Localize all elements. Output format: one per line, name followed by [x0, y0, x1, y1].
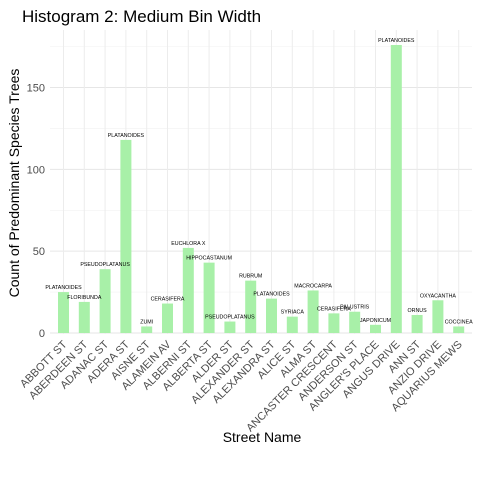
- y-tick-label: 100: [27, 164, 45, 176]
- y-tick-label: 0: [39, 328, 45, 340]
- bar-label: PALUSTRIS: [340, 305, 370, 311]
- bar-label: PLATANOIDES: [253, 292, 290, 298]
- bar-label: OXYACANTHA: [420, 293, 457, 299]
- bar: [287, 317, 298, 333]
- bar-label: SYRIACA: [281, 310, 305, 316]
- bar: [245, 281, 256, 333]
- bar: [412, 315, 423, 333]
- bar-label: PLATANOIDES: [108, 133, 145, 139]
- bar: [204, 263, 215, 333]
- bar: [370, 325, 381, 333]
- bar: [453, 326, 464, 333]
- bar-label: ORNUS: [408, 308, 428, 314]
- x-axis-title: Street Name: [223, 429, 302, 445]
- bar: [328, 313, 339, 333]
- chart-title: Histogram 2: Medium Bin Width: [22, 7, 261, 26]
- bar-label: MACROCARPA: [294, 283, 332, 289]
- bar: [100, 269, 111, 333]
- y-tick-label: 50: [33, 246, 45, 258]
- bar: [162, 304, 173, 333]
- bar: [141, 326, 152, 333]
- bar-label: HIPPOCASTANUM: [186, 256, 232, 262]
- bar-label: RUBRUM: [239, 274, 262, 280]
- bar: [349, 312, 360, 333]
- bar: [224, 322, 235, 333]
- bar-label: PLATANOIDES: [45, 285, 82, 291]
- bar-label: PLATANOIDES: [378, 38, 415, 44]
- bar: [79, 302, 90, 333]
- bar-label: JAPONICUM: [360, 318, 391, 324]
- bar: [120, 140, 131, 333]
- bar-label: ZUMI: [140, 319, 153, 325]
- y-tick-label: 150: [27, 83, 45, 95]
- bar-label: PSEUDOPLATANUS: [80, 262, 130, 268]
- bar: [391, 45, 402, 333]
- bar-label: COCCINEA: [445, 319, 473, 325]
- bar-label: PSEUDOPLATANUS: [205, 315, 255, 321]
- bar-label: CERASIFERA: [151, 297, 185, 303]
- bar-label: FLORIBUNDA: [67, 295, 102, 301]
- bar: [432, 300, 443, 333]
- bar: [266, 299, 277, 333]
- bar-label: EUCHLORA X: [171, 241, 206, 247]
- y-axis-title: Count of Predominant Species Trees: [6, 69, 22, 298]
